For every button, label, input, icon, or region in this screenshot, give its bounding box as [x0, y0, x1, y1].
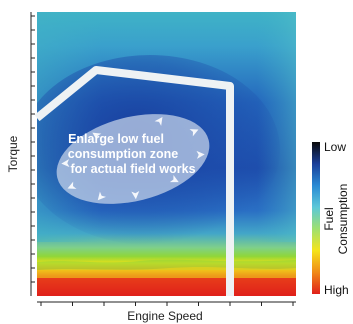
x-ticks: [40, 302, 294, 306]
expansion-arrow: [169, 174, 179, 183]
y-axis-label: Torque: [6, 135, 20, 172]
expansion-arrow: [97, 191, 106, 201]
colorbar-title-line-2: Consumption: [336, 184, 350, 255]
colorbar-low-label: Low: [324, 140, 346, 154]
arrow-head: [131, 191, 140, 200]
arrow-head: [169, 174, 179, 183]
expansion-arrow: [189, 129, 199, 137]
arrow-head: [189, 129, 199, 137]
y-ticks: [31, 15, 35, 283]
x-axis-label: Engine Speed: [127, 309, 202, 323]
expansion-arrow: [131, 191, 140, 200]
arrow-head: [92, 132, 102, 141]
arrow-head: [196, 150, 205, 159]
colorbar-title-line-1: Fuel: [322, 207, 336, 230]
expansion-arrow: [61, 159, 70, 168]
arrow-head: [97, 191, 106, 201]
arrow-head: [67, 181, 77, 189]
axes: [30, 12, 296, 306]
colorbar-high-label: High: [324, 283, 349, 297]
expansion-arrow: [67, 181, 77, 189]
colorbar: [312, 142, 320, 294]
expansion-arrow: [196, 150, 205, 159]
arrow-head: [154, 117, 163, 126]
expansion-arrow: [92, 132, 102, 141]
arrow-head: [61, 159, 70, 168]
zone-text-line-3: for actual field works: [70, 162, 195, 176]
expansion-arrows: [61, 117, 205, 201]
zone-text-line-1: Enlarge low fuel: [68, 132, 164, 146]
torque-curve-line: [34, 66, 234, 296]
expansion-arrow: [154, 117, 163, 126]
zone-text-line-2: consumption zone: [68, 147, 178, 161]
